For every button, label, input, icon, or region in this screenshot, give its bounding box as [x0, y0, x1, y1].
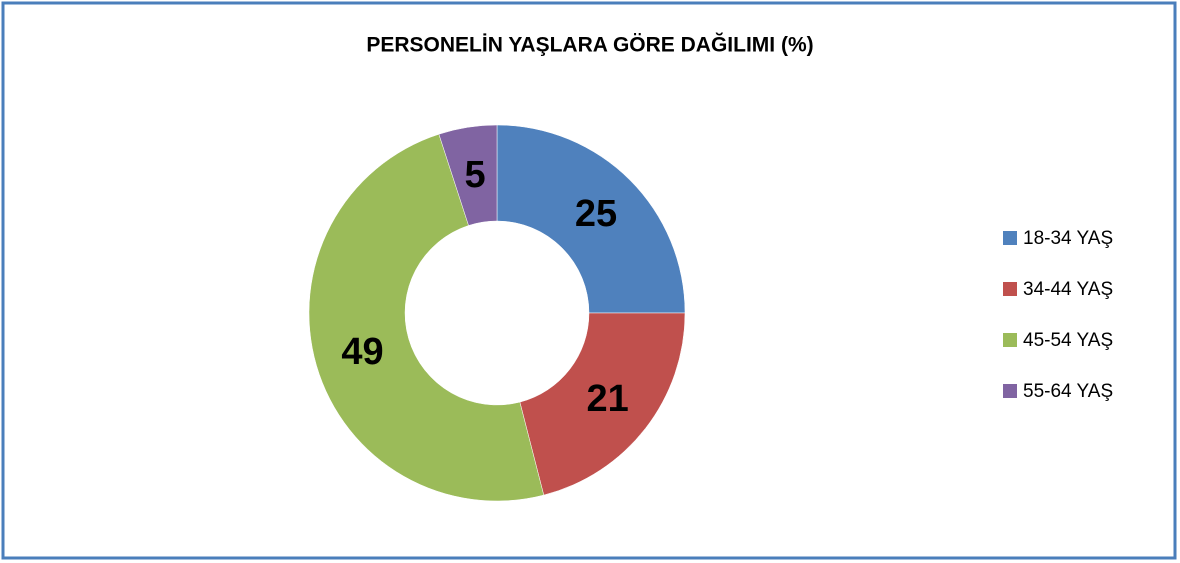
- donut-segment: [438, 124, 498, 226]
- chart-title: PERSONELİN YAŞLARA GÖRE DAĞILIMI (%): [366, 33, 813, 57]
- legend-label: 18-34 YAŞ: [1023, 228, 1113, 249]
- donut-segment: [496, 124, 686, 314]
- legend-swatch: [1003, 333, 1017, 347]
- legend-swatch: [1003, 384, 1017, 398]
- donut-segment: [519, 312, 686, 496]
- legend-label: 45-54 YAŞ: [1023, 330, 1113, 351]
- legend-label: 55-64 YAŞ: [1023, 381, 1113, 402]
- data-label: 21: [586, 378, 628, 420]
- legend-swatch: [1003, 282, 1017, 296]
- data-label: 5: [465, 154, 486, 196]
- legend-label: 34-44 YAŞ: [1023, 279, 1113, 300]
- legend-swatch: [1003, 231, 1017, 245]
- donut-segment: [308, 133, 545, 502]
- data-label: 25: [575, 193, 617, 235]
- data-label: 49: [341, 331, 383, 373]
